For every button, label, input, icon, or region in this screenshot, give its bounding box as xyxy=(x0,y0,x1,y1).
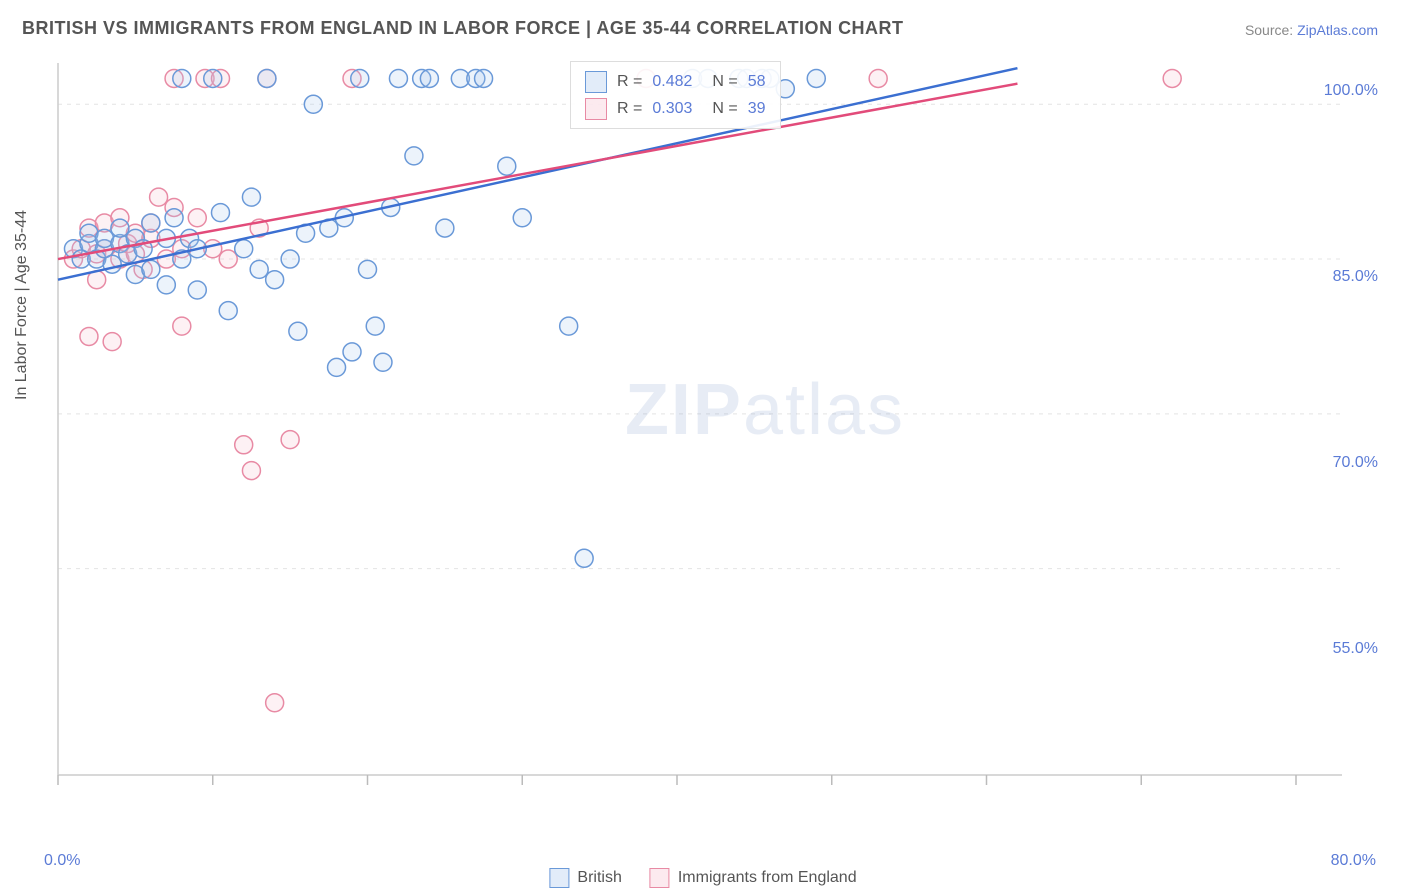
source-attribution: Source: ZipAtlas.com xyxy=(1245,22,1378,38)
legend-label: Immigrants from England xyxy=(678,869,857,886)
corr-row: R = 0.303 N = 39 xyxy=(585,95,766,122)
legend-swatch xyxy=(549,868,569,888)
chart-title: BRITISH VS IMMIGRANTS FROM ENGLAND IN LA… xyxy=(22,18,904,39)
chart-svg xyxy=(50,55,1350,795)
y-axis-tick-label-100: 100.0% xyxy=(1324,82,1378,100)
n-label: N = xyxy=(712,68,737,95)
y-axis-tick-label-85: 85.0% xyxy=(1333,268,1378,286)
series-swatch xyxy=(585,71,607,93)
source-prefix: Source: xyxy=(1245,22,1297,38)
plot-area: ZIPatlas R =0.482N =58R =0.303N =39 xyxy=(50,55,1350,795)
n-value: 39 xyxy=(748,95,766,122)
legend-label: British xyxy=(577,869,621,886)
legend-item: British xyxy=(549,868,621,888)
series-legend: British Immigrants from England xyxy=(549,868,856,888)
source-link[interactable]: ZipAtlas.com xyxy=(1297,22,1378,38)
corr-row: R = 0.482 N = 58 xyxy=(585,68,766,95)
r-value: 0.482 xyxy=(652,68,692,95)
y-axis-label: In Labor Force | Age 35-44 xyxy=(13,210,31,400)
series-swatch xyxy=(585,98,607,120)
r-label: R = xyxy=(617,68,642,95)
n-label: N = xyxy=(712,95,737,122)
x-axis-tick-label-max: 80.0% xyxy=(1331,852,1376,870)
r-label: R = xyxy=(617,95,642,122)
y-axis-tick-label-70: 70.0% xyxy=(1333,454,1378,472)
correlation-legend: R = 0.482 N = 58 R = 0.303 N = 39 xyxy=(570,61,781,129)
n-value: 58 xyxy=(748,68,766,95)
legend-swatch xyxy=(650,868,670,888)
x-axis-tick-label-min: 0.0% xyxy=(44,852,80,870)
legend-item: Immigrants from England xyxy=(650,868,857,888)
y-axis-tick-label-55: 55.0% xyxy=(1333,640,1378,658)
r-value: 0.303 xyxy=(652,95,692,122)
